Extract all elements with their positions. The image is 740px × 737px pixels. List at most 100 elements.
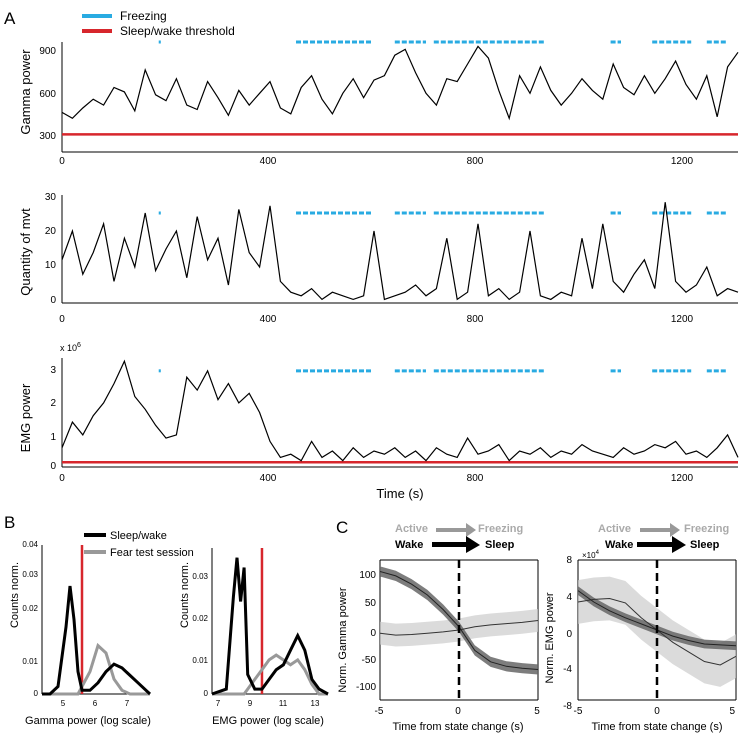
emg-xtick: 400 <box>260 473 277 484</box>
b1-ytick: 0 <box>34 689 39 698</box>
quantity-mvt-panel: Quantity of mvt 0 10 20 30 0 400 800 120… <box>18 192 694 325</box>
legend-freezing-label: Freezing <box>120 9 167 23</box>
panel-label-b: B <box>4 513 15 532</box>
c-right-grey-arrow <box>640 523 680 537</box>
gamma-dist-fear-series <box>42 642 150 696</box>
c1-xtick: -5 <box>375 706 384 717</box>
c-left-wake-label: Wake <box>395 539 423 551</box>
emg-xtick: 1200 <box>671 473 694 484</box>
emg-exponent: x 106 <box>60 342 81 353</box>
b2-xtick: 7 <box>216 699 221 708</box>
c1-xtick: 5 <box>534 706 540 717</box>
c2-xlabel: Time from state change (s) <box>591 721 722 733</box>
c1-ytick: 100 <box>359 570 376 581</box>
c-right-black-arrow <box>637 536 686 553</box>
c1-ytick: 0 <box>370 628 376 639</box>
b2-ytick: 0.01 <box>192 656 208 665</box>
legend-threshold-label: Sleep/wake threshold <box>120 24 235 38</box>
gamma-dist-sleep-series <box>42 585 152 696</box>
c2-ytick: 8 <box>566 555 572 566</box>
emg-dist-fear-series <box>212 653 328 696</box>
b1-ytick: 0.01 <box>22 657 38 666</box>
c2-ytick: -8 <box>563 701 572 712</box>
c-left-black-arrow <box>432 536 480 553</box>
b1-ytick: 0.02 <box>22 604 38 613</box>
panel-label-c: C <box>336 518 348 537</box>
gamma-trace <box>61 45 739 121</box>
b-legend-sleep-label: Sleep/wake <box>110 530 167 542</box>
mvt-xtick: 400 <box>260 314 277 325</box>
c2-xtick: 0 <box>654 706 660 717</box>
b2-ytick: 0.03 <box>192 572 208 581</box>
gamma-distribution-panel: Counts norm. 0 0.01 0.02 0.03 0.04 5 6 7… <box>9 530 194 727</box>
emg-ytick: 3 <box>50 365 56 376</box>
c1-ylabel: Norm. Gamma power <box>337 587 349 692</box>
c-right-header: Active Freezing Wake Sleep <box>598 523 729 553</box>
c1-ytick: -50 <box>362 655 377 666</box>
c-left-header: Active Freezing Wake Sleep <box>395 523 523 553</box>
gamma-ytick: 900 <box>39 46 56 57</box>
emg-ytick: 1 <box>50 432 56 443</box>
c1-xlabel: Time from state change (s) <box>392 721 523 733</box>
panel-label-a: A <box>4 9 16 28</box>
mvt-ytick: 20 <box>45 226 57 237</box>
c-left-active-label: Active <box>395 523 428 535</box>
c2-ytick: 0 <box>566 629 572 640</box>
b2-xtick: 11 <box>279 699 288 708</box>
gamma-xtick: 400 <box>260 156 277 167</box>
c2-exponent: ×104 <box>582 550 600 560</box>
emg-event-sleep-band <box>578 586 736 651</box>
emg-trace <box>61 359 739 462</box>
gamma-ytick: 600 <box>39 89 56 100</box>
gamma-xtick: 0 <box>59 156 65 167</box>
gamma-ylabel: Gamma power <box>18 49 33 135</box>
mvt-ylabel: Quantity of mvt <box>18 208 33 296</box>
c-left-freezing-label: Freezing <box>478 523 523 535</box>
b1-xtick: 7 <box>125 699 130 708</box>
b-legend-fear-label: Fear test session <box>110 547 194 559</box>
emg-xtick: 0 <box>59 473 65 484</box>
b2-ytick: 0.02 <box>192 614 208 623</box>
b1-ylabel: Counts norm. <box>9 562 21 628</box>
emg-state-change-panel: Norm. EMG power ×104 -8 -4 0 4 8 -5 0 5 … <box>544 550 735 733</box>
mvt-xtick: 1200 <box>671 314 694 325</box>
c1-ytick: -100 <box>356 682 376 693</box>
mvt-ytick: 10 <box>45 260 57 271</box>
b1-ytick: 0.03 <box>22 570 38 579</box>
c-right-active-label: Active <box>598 523 631 535</box>
b1-xlabel: Gamma power (log scale) <box>25 715 151 727</box>
b2-xlabel: EMG power (log scale) <box>212 715 324 727</box>
c2-xtick: -5 <box>574 706 583 717</box>
b1-ytick: 0.04 <box>22 540 38 549</box>
b2-ytick: 0 <box>204 689 209 698</box>
c2-ylabel: Norm. EMG power <box>544 592 556 683</box>
gamma-ytick: 300 <box>39 131 56 142</box>
gamma-power-panel: Gamma power 300 600 900 0 400 800 1200 <box>18 46 694 167</box>
c2-ytick: 4 <box>566 592 572 603</box>
c-right-freezing-label: Freezing <box>684 523 729 535</box>
mvt-xtick: 800 <box>467 314 484 325</box>
emg-ytick: 2 <box>50 398 56 409</box>
chart-marks <box>41 40 739 701</box>
mvt-ytick: 30 <box>45 192 57 203</box>
c-left-grey-arrow <box>436 523 476 537</box>
gamma-xtick: 800 <box>467 156 484 167</box>
emg-distribution-panel: Counts norm. 0 0.01 0.02 0.03 7 9 11 13 … <box>179 562 324 727</box>
c-right-wake-label: Wake <box>605 539 633 551</box>
emg-power-panel: EMG power x 106 0 1 2 3 0 400 800 1200 <box>18 342 694 484</box>
gamma-state-change-panel: Norm. Gamma power -100 -50 0 50 100 -5 0… <box>337 570 540 733</box>
emg-ylabel: EMG power <box>18 383 33 452</box>
mvt-xtick: 0 <box>59 314 65 325</box>
b2-xtick: 9 <box>248 699 253 708</box>
mvt-trace <box>61 202 739 301</box>
gamma-event-sleep-band <box>380 566 538 675</box>
c1-ytick: 50 <box>365 598 377 609</box>
gamma-xtick: 1200 <box>671 156 694 167</box>
emg-dist-sleep-series <box>211 557 329 696</box>
c-right-sleep-label: Sleep <box>690 539 720 551</box>
c2-ytick: -4 <box>563 664 572 675</box>
b1-xtick: 6 <box>93 699 98 708</box>
time-axis-label: Time (s) <box>376 486 423 501</box>
c2-xtick: 5 <box>729 706 735 717</box>
emg-ytick: 0 <box>50 461 56 472</box>
